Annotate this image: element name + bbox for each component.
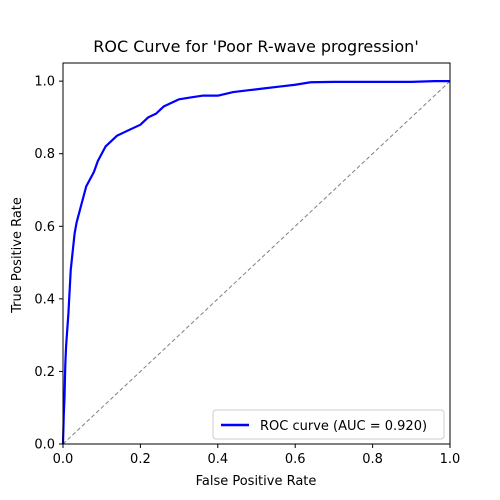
x-tick-label: 0.2 — [130, 452, 151, 467]
y-tick-label: 0.0 — [34, 438, 55, 453]
legend: ROC curve (AUC = 0.920) — [212, 409, 445, 440]
chance-diagonal-line — [62, 80, 451, 445]
axis-ticks: 0.0 0.2 0.4 0.6 0.8 1.0 0.0 0.2 0.4 0.6 0.8 1.0 — [34, 75, 460, 467]
x-tick-label: 1.0 — [440, 452, 461, 467]
plot-area — [61, 62, 451, 445]
legend-box — [212, 409, 445, 440]
y-tick-label: 1.0 — [34, 75, 55, 90]
x-axis-label: False Positive Rate — [196, 474, 317, 489]
plot-frame — [62, 62, 451, 445]
y-tick-label: 0.6 — [34, 220, 55, 235]
x-tick-label: 0.6 — [285, 452, 306, 467]
x-tick-label: 0.4 — [207, 452, 228, 467]
y-tick-label: 0.8 — [34, 147, 55, 162]
y-tick-label: 0.2 — [34, 365, 55, 380]
roc-curve-line — [61, 80, 450, 445]
x-tick-label: 0.8 — [362, 452, 383, 467]
legend-label: ROC curve (AUC = 0.920) — [260, 419, 427, 434]
x-tick-label: 0.0 — [53, 452, 74, 467]
y-tick-label: 0.4 — [34, 292, 55, 307]
y-axis-label: True Positive Rate — [10, 197, 25, 314]
chart-title: ROC Curve for 'Poor R-wave progression' — [93, 37, 418, 56]
